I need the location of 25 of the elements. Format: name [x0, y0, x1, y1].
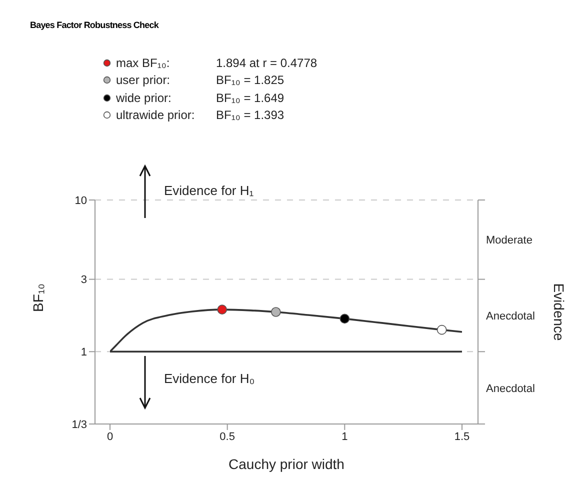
y-tick-label: 3	[80, 274, 87, 286]
chart-title: Bayes Factor Robustness Check	[30, 20, 158, 30]
y-tick-label: 10	[74, 194, 87, 207]
x-tick-label: 1.5	[454, 430, 470, 443]
text: 1.894 at r = 0.4778	[216, 56, 318, 70]
text: BF₁₀ = 1.825	[216, 73, 284, 88]
text: Moderate	[486, 234, 532, 247]
text: Anecdotal	[486, 310, 535, 322]
text: BF₁₀ = 1.393	[216, 108, 284, 122]
y-tick-label: 1/3	[72, 418, 87, 431]
annotation: Evidence for H₀	[164, 371, 255, 386]
legend-label: ultrawide prior:	[116, 108, 196, 122]
text: Anecdotal	[486, 382, 535, 395]
x-tick-label: 0.5	[220, 430, 235, 443]
text: Evidence for H₁	[164, 183, 254, 198]
legend-label: wide prior:	[116, 90, 172, 105]
x-tick-label: 1	[342, 430, 348, 443]
x-axis-title: Cauchy prior width	[228, 456, 344, 472]
text: Evidence	[551, 283, 567, 342]
legend-label: max BF₁₀:	[116, 56, 171, 70]
x-tick-label: 0	[106, 430, 114, 443]
y-tick-label: 1	[80, 346, 87, 359]
legend-label: user prior:	[116, 73, 172, 88]
y-axis-title: BF₁₀	[30, 283, 46, 312]
text: BF₁₀ = 1.649	[216, 90, 284, 105]
